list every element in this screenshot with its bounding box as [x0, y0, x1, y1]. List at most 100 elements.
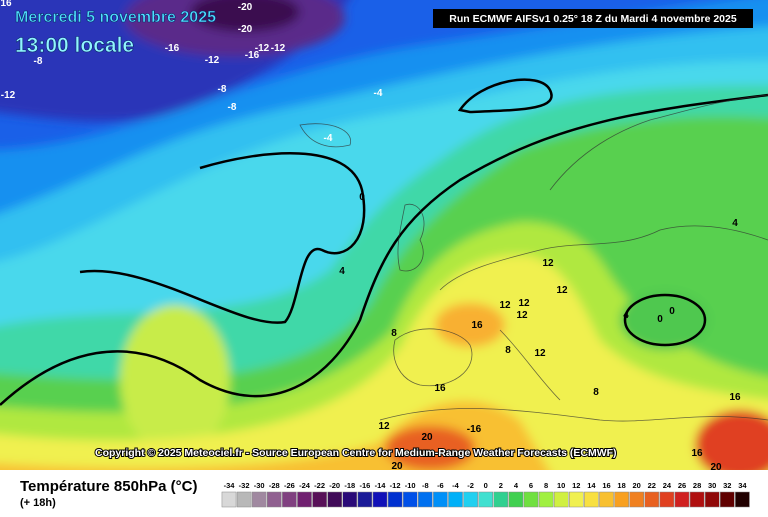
scale-label: -20 — [329, 481, 340, 490]
contour-label: 12 — [518, 298, 530, 309]
contour-label: -8 — [218, 84, 227, 95]
scale-label: 10 — [557, 481, 565, 490]
contour-label: 16 — [434, 383, 446, 394]
scale-label: 26 — [678, 481, 686, 490]
scale-label: -14 — [375, 481, 387, 490]
contour-label: -12 — [205, 55, 220, 66]
scale-swatch — [538, 491, 554, 508]
contour-label: 20 — [391, 461, 403, 472]
contour-label: 12 — [556, 285, 568, 296]
scale-label: 28 — [693, 481, 701, 490]
forecast-time: 13:00 locale — [15, 34, 134, 57]
scale-swatch — [433, 491, 448, 508]
contour-label: 0 — [657, 314, 663, 325]
scale-label: -30 — [254, 481, 265, 490]
contour-label: 16 — [691, 448, 703, 459]
scale-swatch — [463, 491, 478, 508]
contour-label: 20 — [421, 432, 433, 443]
contour-lines — [0, 78, 768, 406]
contour-label: 20 — [710, 462, 722, 473]
scale-label: -24 — [299, 481, 311, 490]
contour-label: -16 — [467, 424, 482, 435]
scale-swatch — [251, 491, 267, 508]
scale-swatch — [342, 491, 358, 508]
contour-label: -12 — [271, 43, 286, 54]
scale-swatch — [674, 491, 690, 508]
scale-label: 14 — [587, 481, 596, 490]
contour-label: -8 — [228, 102, 237, 113]
scale-label: 8 — [544, 481, 548, 490]
scale-swatch — [372, 491, 388, 508]
scale-label: 2 — [499, 481, 503, 490]
scale-label: -8 — [422, 481, 429, 490]
scale-label: -12 — [390, 481, 401, 490]
scale-swatch — [614, 491, 629, 508]
legend-subtitle: (+ 18h) — [20, 497, 56, 509]
contour-labels: 16 -20-20-16-12 -16-12 -12-8-12-8-8-4-40448… — [0, 0, 741, 473]
scale-label: 16 — [602, 481, 610, 490]
scale-swatch — [357, 491, 373, 508]
scale-swatch — [523, 491, 539, 508]
scale-label: 32 — [723, 481, 731, 490]
scale-swatch — [508, 491, 524, 508]
scale-label: 6 — [529, 481, 533, 490]
scale-swatch — [584, 491, 599, 508]
scale-swatch — [418, 491, 433, 508]
scale-label: -26 — [284, 481, 295, 490]
scale-swatch — [704, 491, 720, 508]
scale-label: -2 — [467, 481, 474, 490]
contour-label: 12 — [516, 310, 528, 321]
scale-swatch — [689, 491, 705, 508]
scale-swatch — [297, 491, 312, 508]
scale-label: 0 — [484, 481, 488, 490]
scale-label: -10 — [405, 481, 416, 490]
contour-label: -20 — [238, 2, 253, 13]
contour-label: 16 — [471, 320, 483, 331]
scale-swatch — [402, 491, 418, 508]
scale-label: 12 — [572, 481, 580, 490]
scale-label: -34 — [224, 481, 236, 490]
contour-label: -16 — [165, 43, 180, 54]
run-info: Run ECMWF AIFSv1 0.25° 18 Z du Mardi 4 n… — [449, 13, 737, 25]
scale-swatch — [569, 491, 584, 508]
coastlines — [299, 94, 768, 422]
scale-swatch — [553, 491, 569, 508]
scale-swatch — [282, 491, 297, 508]
contour-label: 12 — [534, 348, 546, 359]
contour-label: 12 — [499, 300, 511, 311]
scale-swatch — [236, 491, 252, 508]
scale-label: -22 — [314, 481, 325, 490]
contour-label: 4 — [623, 310, 629, 321]
contour-label: -4 — [374, 88, 383, 99]
scale-label: -28 — [269, 481, 280, 490]
scale-swatch — [629, 491, 645, 508]
scale-label: 20 — [633, 481, 641, 490]
scale-label: 30 — [708, 481, 716, 490]
contour-label: -20 — [238, 24, 253, 35]
contour-label: 0 — [359, 192, 365, 203]
scale-swatch — [478, 491, 493, 508]
scale-swatch — [312, 491, 327, 508]
scale-label: -18 — [344, 481, 355, 490]
contour-label: 8 — [391, 328, 397, 339]
scale-swatch — [659, 491, 675, 508]
contour-label: 12 — [378, 421, 390, 432]
contour-label: 16 — [729, 392, 741, 403]
run-box — [433, 9, 753, 28]
contour-label: -8 — [34, 56, 43, 67]
scale-swatch — [644, 491, 660, 508]
contour-label: 8 — [505, 345, 511, 356]
contour-label: -16 — [245, 50, 260, 61]
contour-label: 4 — [732, 218, 738, 229]
scale-swatch — [327, 491, 342, 508]
scale-swatch — [735, 491, 750, 508]
temperature-field: 16 -20-20-16-12 -16-12 -12-8-12-8-8-4-40448… — [0, 0, 768, 473]
scale-swatch — [267, 491, 282, 508]
scale-swatch — [720, 491, 735, 508]
scale-label: 4 — [514, 481, 519, 490]
scale-swatch — [493, 491, 509, 508]
contour-label: -4 — [324, 133, 333, 144]
forecast-date: Mercredi 5 novembre 2025 — [15, 9, 216, 26]
